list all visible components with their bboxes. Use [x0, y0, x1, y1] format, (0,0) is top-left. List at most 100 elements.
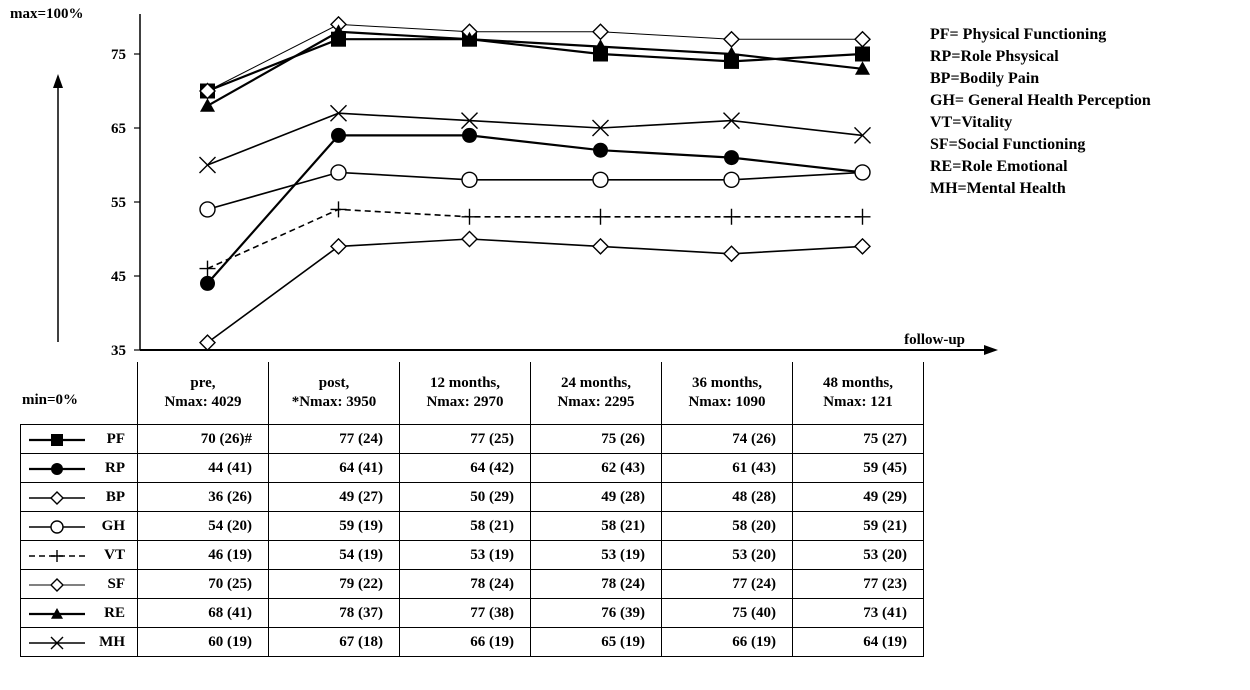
legend: PF= Physical Functioning RP=Role Phsysic…	[930, 24, 1151, 200]
series-code-cell: GH	[20, 511, 138, 541]
data-table: pre, Nmax: 4029 post, *Nmax: 3950 12 month…	[20, 362, 924, 657]
series-swatch-icon	[29, 578, 85, 592]
data-point	[330, 104, 347, 122]
table-cell: 50 (29)	[399, 482, 531, 512]
table-cell: 54 (19)	[268, 540, 400, 570]
legend-entry-gh: GH= General Health Perception	[930, 92, 1151, 109]
data-point	[461, 171, 478, 189]
series-swatch-icon	[29, 608, 85, 619]
y-tick-label: 55	[111, 195, 126, 211]
table-row: MH 60 (19) 67 (18) 66 (19) 65 (19) 66 (19) 64 …	[20, 627, 924, 657]
swatch-marker	[50, 520, 64, 534]
swatch-marker	[51, 608, 63, 619]
table-row: PF 70 (26)# 77 (24) 77 (25) 75 (26) 74 (26) 75…	[20, 424, 924, 454]
table-cell: 53 (20)	[792, 540, 924, 570]
data-point	[592, 23, 609, 41]
series-line	[207, 171, 863, 211]
data-point	[330, 237, 347, 255]
series-line	[207, 38, 863, 93]
data-point	[723, 208, 740, 225]
table-cell: 58 (20)	[661, 511, 793, 541]
table-cell: 75 (40)	[661, 598, 793, 628]
table-cell: 78 (37)	[268, 598, 400, 628]
x-axis-label: follow-up	[904, 332, 965, 348]
data-point	[592, 208, 609, 225]
table-cell: 53 (19)	[399, 540, 531, 570]
series-line	[206, 30, 863, 107]
table-cell: 65 (19)	[530, 627, 662, 657]
table-header-row: pre, Nmax: 4029 post, *Nmax: 3950 12 month…	[20, 362, 924, 425]
series-bp	[199, 230, 871, 352]
y-tick-label: 45	[111, 269, 126, 285]
table-cell: 62 (43)	[530, 453, 662, 483]
data-point	[854, 237, 871, 255]
table-cell: 59 (45)	[792, 453, 924, 483]
table-cell: 64 (41)	[268, 453, 400, 483]
y-tick-label: 65	[111, 121, 126, 137]
table-cell: 78 (24)	[399, 569, 531, 599]
table-cell: 79 (22)	[268, 569, 400, 599]
column-header: 48 months, Nmax: 121	[792, 362, 924, 425]
series-sf	[199, 15, 871, 100]
data-point	[331, 24, 346, 38]
series-re	[200, 24, 870, 112]
table-row: BP 36 (26) 49 (27) 50 (29) 49 (28) 48 (28) 49 …	[20, 482, 924, 512]
data-point	[854, 208, 871, 225]
series-code-label: MH	[99, 633, 125, 650]
table-cell: 49 (28)	[530, 482, 662, 512]
table-row: VT 46 (19) 54 (19) 53 (19) 53 (19) 53 (20) 53 …	[20, 540, 924, 570]
series-pf	[200, 31, 870, 99]
series-code-cell: VT	[20, 540, 138, 570]
series-line	[207, 238, 863, 344]
data-point	[200, 275, 215, 291]
data-point	[331, 127, 346, 143]
series-swatch-icon	[29, 463, 85, 475]
data-point	[855, 61, 870, 75]
data-point	[593, 39, 608, 53]
table-cell: 66 (19)	[661, 627, 793, 657]
table-cell: 53 (19)	[530, 540, 662, 570]
table-cell: 66 (19)	[399, 627, 531, 657]
x-axis-arrow-icon	[984, 345, 998, 355]
series-code-label: RP	[105, 459, 125, 476]
table-cell: 61 (43)	[661, 453, 793, 483]
table-cell: 68 (41)	[137, 598, 269, 628]
series-code-cell: MH	[20, 627, 138, 657]
swatch-marker	[51, 434, 63, 446]
column-header: 24 months, Nmax: 2295	[530, 362, 662, 425]
legend-entry-mh: MH=Mental Health	[930, 180, 1066, 197]
legend-entry-bp: BP=Bodily Pain	[930, 70, 1040, 87]
table-cell: 77 (25)	[399, 424, 531, 454]
series-vt	[199, 201, 871, 277]
table-cell: 58 (21)	[399, 511, 531, 541]
data-point	[461, 208, 478, 225]
series-code-cell: SF	[20, 569, 138, 599]
data-point	[592, 119, 609, 137]
table-cell: 46 (19)	[137, 540, 269, 570]
series-swatch-icon	[29, 550, 85, 562]
series-swatch-icon	[29, 520, 85, 534]
data-point	[199, 334, 216, 352]
data-point	[462, 127, 477, 143]
series-swatch-icon	[29, 491, 85, 505]
table-cell: 75 (26)	[530, 424, 662, 454]
data-point	[199, 260, 216, 277]
up-arrow-icon	[53, 74, 63, 88]
swatch-marker	[51, 463, 63, 475]
series-mh	[199, 104, 871, 174]
series-code-label: VT	[104, 546, 125, 563]
data-point	[199, 156, 216, 174]
series-code-cell: RE	[20, 598, 138, 628]
table-cell: 58 (21)	[530, 511, 662, 541]
table-cell: 59 (19)	[268, 511, 400, 541]
data-point	[854, 126, 871, 144]
data-point	[330, 201, 347, 218]
legend-entry-vt: VT=Vitality	[930, 114, 1013, 131]
legend-entry-sf: SF=Social Functioning	[930, 136, 1086, 153]
y-tick-label: 75	[111, 47, 126, 63]
table-cell: 60 (19)	[137, 627, 269, 657]
column-header: post, *Nmax: 3950	[268, 362, 400, 425]
table-cell: 53 (20)	[661, 540, 793, 570]
data-point	[462, 31, 477, 46]
